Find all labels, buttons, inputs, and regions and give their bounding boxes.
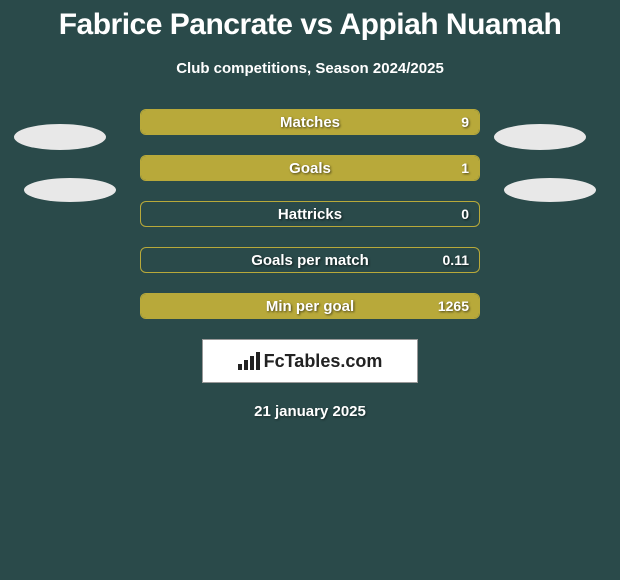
stat-row: Goals 1 <box>140 155 480 181</box>
stat-row: Matches 9 <box>140 109 480 135</box>
stat-row: Min per goal 1265 <box>140 293 480 319</box>
stat-label: Hattricks <box>278 206 342 223</box>
player-ellipse <box>24 178 116 202</box>
stat-value-right: 9 <box>461 114 469 130</box>
bar-chart-icon <box>238 352 260 370</box>
stat-value-right: 0 <box>461 206 469 222</box>
player-ellipse <box>494 124 586 150</box>
page-title: Fabrice Pancrate vs Appiah Nuamah <box>59 8 562 42</box>
logo-text: FcTables.com <box>264 351 383 372</box>
stat-value-right: 0.11 <box>443 252 469 268</box>
stat-row: Hattricks 0 <box>140 201 480 227</box>
player-ellipse <box>14 124 106 150</box>
date-text: 21 january 2025 <box>254 403 366 420</box>
stat-value-right: 1265 <box>438 298 469 314</box>
stat-label: Goals per match <box>251 252 369 269</box>
stat-row: Goals per match 0.11 <box>140 247 480 273</box>
logo: FcTables.com <box>238 351 383 372</box>
stat-value-right: 1 <box>461 160 469 176</box>
subtitle: Club competitions, Season 2024/2025 <box>176 60 444 77</box>
player-ellipse <box>504 178 596 202</box>
logo-box: FcTables.com <box>202 339 418 383</box>
stat-label: Matches <box>280 114 340 131</box>
stat-label: Min per goal <box>266 298 354 315</box>
main-container: Fabrice Pancrate vs Appiah Nuamah Club c… <box>0 0 620 420</box>
stat-label: Goals <box>289 160 331 177</box>
